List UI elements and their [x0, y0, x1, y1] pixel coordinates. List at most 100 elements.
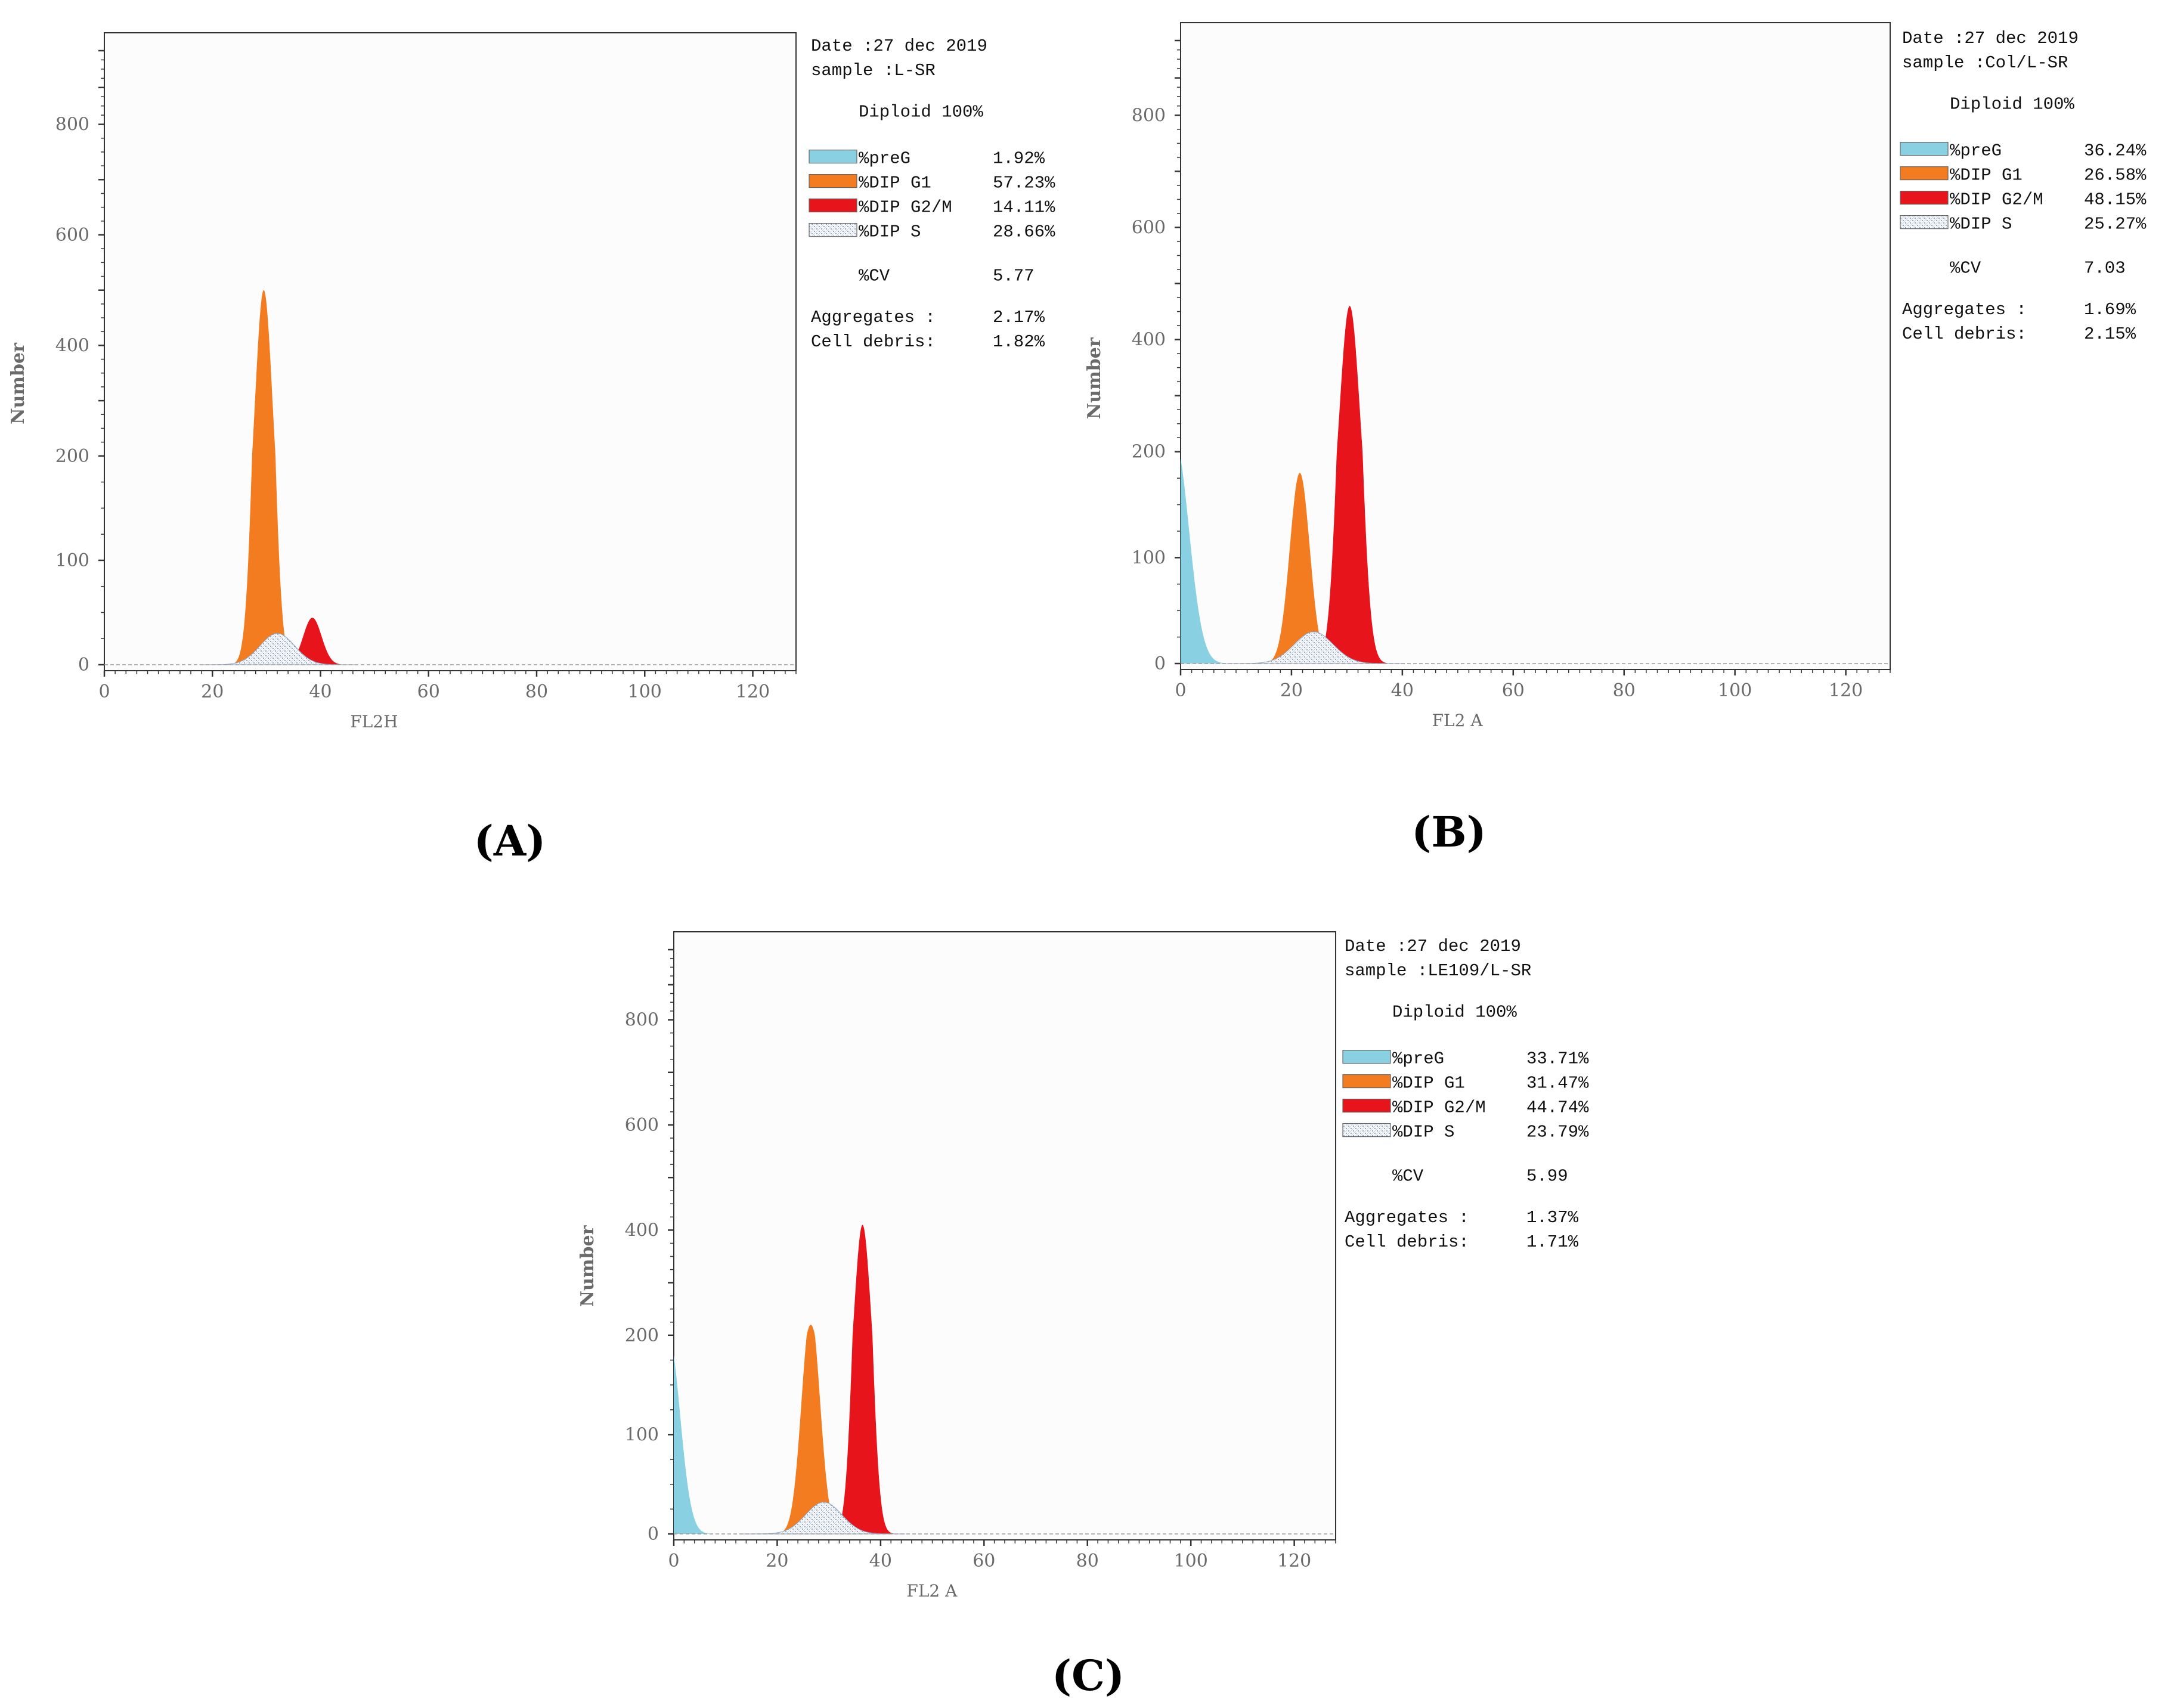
x-tick-label: 60: [973, 1551, 995, 1571]
legend-swatch-g1: [1900, 166, 1949, 181]
legend-swatch-preg: [1342, 1050, 1391, 1064]
chart-panel-c: 0 100 200 400 600 800 0 20 40 60 80 100 120 FL2 A Numb…: [572, 927, 1646, 1705]
x-tick-label: 60: [1502, 680, 1525, 701]
x-tick-label: 0: [668, 1551, 679, 1571]
y-tick-label: 800: [1132, 105, 1166, 126]
legend-label: %DIP G1: [1950, 166, 2023, 185]
debris-label: Cell debris:: [1902, 324, 2027, 344]
x-tick-label: 0: [98, 681, 110, 702]
cv-value: 7.03: [2084, 258, 2126, 278]
x-tick-label: 60: [417, 681, 440, 702]
y-tick-label: 200: [625, 1325, 659, 1346]
chart-c: 0 100 200 400 600 800 0 20 40 60 80 100 120 FL2 A Numb…: [577, 931, 1589, 1700]
panel-label: (B): [1411, 807, 1486, 857]
legend-value: 57.23%: [993, 173, 1055, 193]
cv-value: 5.99: [1526, 1166, 1568, 1186]
info-diploid: Diploid 100%: [1950, 95, 2074, 114]
x-tick-label: 80: [1613, 680, 1636, 701]
y-tick-label: 0: [78, 655, 89, 675]
info-date: Date :27 dec 2019: [1345, 937, 1521, 956]
x-tick-label: 40: [869, 1551, 892, 1571]
y-tick-label: 100: [625, 1424, 659, 1445]
legend-value: 1.92%: [993, 149, 1045, 169]
y-tick-label: 400: [55, 335, 89, 356]
x-tick-label: 0: [1175, 680, 1186, 701]
legend-label: %preG: [1950, 141, 2002, 161]
info-diploid: Diploid 100%: [1392, 1003, 1517, 1022]
y-tick-label: 0: [648, 1524, 659, 1545]
peak-g1: [1255, 473, 1345, 664]
legend-label: %DIP S: [1392, 1123, 1454, 1142]
legend-swatch-g2m: [1900, 191, 1949, 205]
y-tick-label: 100: [1132, 547, 1166, 568]
aggregates-value: 1.37%: [1526, 1208, 1579, 1227]
chart-panel-a: 0 100 200 400 600 800 0 20 40 60 80 100 120 FL2H Numbe…: [0, 18, 1073, 870]
legend-label: %preG: [859, 149, 910, 169]
debris-value: 2.15%: [2084, 324, 2136, 344]
plot-frame: [104, 32, 797, 671]
aggregates-label: Aggregates :: [1902, 300, 2027, 320]
y-tick-label: 200: [1132, 442, 1166, 463]
x-axis-label: FL2 A: [906, 1581, 958, 1601]
legend-swatch-g2m: [809, 199, 857, 213]
info-sample: sample :LE109/L-SR: [1345, 961, 1531, 981]
legend-value: 36.24%: [2084, 141, 2147, 161]
x-tick-label: 120: [736, 681, 770, 702]
cv-label: %CV: [1392, 1166, 1424, 1186]
panel-label: (A): [474, 816, 546, 866]
legend-value: 23.79%: [1526, 1123, 1589, 1142]
x-tick-label: 100: [1174, 1551, 1208, 1571]
x-tick-label: 100: [628, 681, 662, 702]
legend-label: %DIP S: [1950, 215, 2012, 234]
peak-preg: [674, 1354, 720, 1534]
x-tick-label: 40: [1391, 680, 1414, 701]
debris-value: 1.71%: [1526, 1232, 1579, 1252]
cv-value: 5.77: [993, 266, 1035, 286]
x-tick-label: 20: [1280, 680, 1303, 701]
aggregates-value: 2.17%: [993, 308, 1045, 327]
legend-value: 26.58%: [2084, 166, 2147, 185]
info-date: Date :27 dec 2019: [1902, 29, 2079, 48]
info-diploid: Diploid 100%: [859, 103, 983, 122]
y-axis-label: Number: [8, 342, 29, 424]
chart-a: 0 100 200 400 600 800 0 20 40 60 80 100 120 FL2H Numbe…: [8, 32, 1055, 866]
info-sample: sample :L-SR: [811, 61, 936, 80]
legend-label: %DIP G2/M: [859, 198, 952, 218]
legend-swatch-g1: [809, 174, 857, 188]
y-tick-label: 200: [55, 446, 89, 467]
peak-g2m: [1305, 306, 1395, 664]
legend-value: 44.74%: [1526, 1098, 1589, 1118]
legend-label: %DIP G1: [859, 173, 931, 193]
legend-swatch-preg: [1900, 142, 1949, 156]
y-tick-label: 600: [625, 1115, 659, 1136]
info-sample: sample :Col/L-SR: [1902, 53, 2068, 73]
debris-value: 1.82%: [993, 332, 1045, 352]
x-tick-label: 20: [201, 681, 224, 702]
aggregates-value: 1.69%: [2084, 300, 2136, 320]
chart-panel-b: 0 100 200 400 600 800 0 20 40 60 80 100 120 FL2 A Numb…: [1079, 12, 2171, 870]
debris-label: Cell debris:: [811, 332, 936, 352]
legend-value: 28.66%: [993, 222, 1055, 242]
x-axis-label: FL2 A: [1432, 711, 1484, 730]
legend-swatch-s: [1900, 215, 1949, 230]
legend-label: %DIP S: [859, 222, 921, 242]
x-tick-label: 20: [766, 1551, 788, 1571]
legend-label: %preG: [1392, 1049, 1444, 1069]
y-axis-label: Number: [1084, 337, 1105, 419]
legend-value: 33.71%: [1526, 1049, 1589, 1069]
legend-value: 48.15%: [2084, 190, 2147, 210]
peak-g2m: [271, 618, 354, 665]
legend-label: %DIP G2/M: [1950, 190, 2043, 210]
legend-swatch-g2m: [1342, 1099, 1391, 1113]
x-tick-label: 120: [1277, 1551, 1311, 1571]
legend-label: %DIP G1: [1392, 1074, 1465, 1093]
cv-label: %CV: [1950, 258, 1981, 278]
peak-preg: [1181, 458, 1238, 664]
legend-swatch-g1: [1342, 1074, 1391, 1089]
plot-frame: [673, 931, 1336, 1540]
legend-value: 31.47%: [1526, 1074, 1589, 1093]
debris-label: Cell debris:: [1345, 1232, 1469, 1252]
y-tick-label: 400: [625, 1220, 659, 1241]
legend-value: 14.11%: [993, 198, 1055, 218]
peak-g1: [769, 1325, 853, 1534]
